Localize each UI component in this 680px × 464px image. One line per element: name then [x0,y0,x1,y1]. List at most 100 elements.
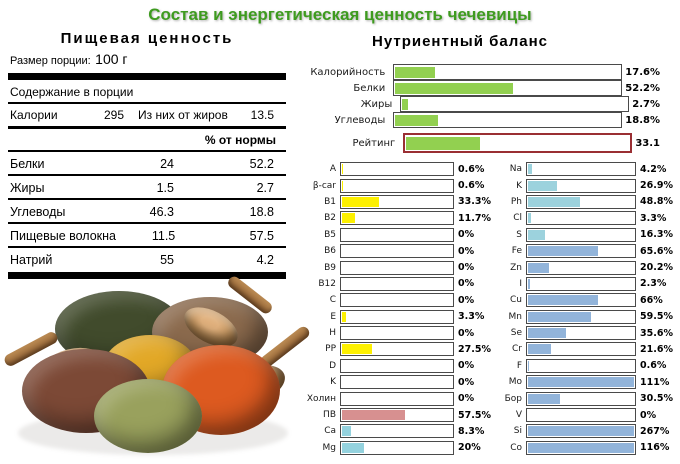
page-title: Состав и энергетическая ценность чечевиц… [148,5,532,24]
vitamins-chart: A 0.6% β-car 0.6% B1 33.3% B2 11.7% B5 0% B6 0% B9 0%… [292,161,491,456]
nutrient-amount: 24 [160,157,174,171]
bar-row-Cl: Cl 3.3% [478,210,673,226]
bar-value: 16.3% [640,229,673,241]
bar-fill [528,344,551,355]
minerals-chart: Na 4.2% K 26.9% Ph 48.8% Cl 3.3% S 16.3% Fe 65.6% Zn… [478,161,673,456]
bar-track [340,358,454,373]
bar-track [340,162,454,177]
bar-row-K: K 26.9% [478,177,673,193]
bar-row-B5: B5 0% [292,227,491,243]
green-lentils-pile [94,379,202,453]
bar-track [526,309,636,324]
bar-row-Mo: Mo 111% [478,374,673,390]
bar-value: 116% [640,442,670,454]
bar-value: 111% [640,376,670,388]
bar-value: 30.5% [640,393,673,405]
bar-row-Жиры: Жиры 2.7% [310,96,660,112]
bar-label: K [330,377,336,388]
bar-value: 35.6% [640,327,673,339]
nutrient-amount: 55 [160,253,174,267]
nutrient-amount: 46.3 [149,205,174,219]
macro-balance-chart: Калорийность 17.6% Белки 52.2% Жиры 2.7% Углев… [310,64,660,153]
bar-fill [528,213,532,224]
bar-label: C [329,295,336,306]
bar-fill [528,246,598,257]
nutrition-row: Пищевые волокна 11.5 57.5 [8,224,286,248]
content-per-serving-label: Содержание в порции [8,80,286,104]
bar-label: B12 [318,278,336,289]
bar-row-S: S 16.3% [478,227,673,243]
bar-fill [402,98,409,110]
calories-value: 295 [103,108,124,122]
bar-fill [342,442,364,453]
nutrient-balance-heading: Нутриентный баланс [372,33,548,50]
bar-track [526,375,636,390]
bar-value: 21.6% [640,343,673,355]
bar-row-V: V 0% [478,407,673,423]
bar-value: 59.5% [640,311,673,323]
bar-value: 267% [640,425,670,437]
bar-label: Cr [512,344,522,355]
bar-value: 20.2% [640,262,673,274]
bar-fill [342,180,343,191]
bar-track [340,276,454,291]
fat-calories-label: Из них от жиров [138,108,228,122]
bar-label: Ca [324,426,336,437]
bar-row-Калорийность: Калорийность 17.6% [310,64,660,80]
bar-row-β-car: β-car 0.6% [292,177,491,193]
bar-label: Mg [322,442,336,453]
bar-label: A [329,164,336,175]
bar-label: B9 [324,262,336,273]
bar-value: 26.9% [640,180,673,192]
bar-fill [528,295,598,306]
bar-value: 57.5% [458,409,491,421]
nutrient-percent: 2.7 [256,181,274,195]
calories-row: Калории 295 Из них от жиров 13.5 [8,104,286,129]
bar-label: PP [325,344,336,355]
bar-value: 0% [458,376,475,388]
bar-row-H: H 0% [292,325,491,341]
bar-row-Cu: Cu 66% [478,292,673,308]
bar-fill [528,262,550,273]
bar-row-Углеводы: Углеводы 18.8% [310,112,660,128]
bar-row-K: K 0% [292,374,491,390]
bar-row-Ca: Ca 8.3% [292,423,491,439]
nutrition-facts-heading: Пищевая ценность [60,30,234,47]
bar-label: Mn [508,311,522,322]
nutrient-percent: 57.5 [249,229,274,243]
bar-row-D: D 0% [292,358,491,374]
bar-track [526,391,636,406]
bar-fill [528,377,634,388]
bar-fill [528,360,529,371]
bar-value: 2.7% [632,98,660,110]
bar-label: Холин [306,393,336,404]
bar-row-B12: B12 0% [292,276,491,292]
bar-track [340,178,454,193]
bar-value: 3.3% [458,311,485,323]
nutrient-name: Углеводы [10,205,66,219]
bar-row-Cr: Cr 21.6% [478,341,673,357]
bar-row-Co: Co 116% [478,440,673,456]
bar-label: Жиры [360,98,393,110]
bar-track [340,309,454,324]
bar-track [403,133,633,153]
bar-track [526,162,636,177]
bar-value: 0% [640,409,657,421]
bar-row-B1: B1 33.3% [292,194,491,210]
bar-track [526,326,636,341]
bar-fill [342,344,373,355]
bar-fill [342,213,355,224]
bar-value: 2.3% [640,278,667,290]
bar-label: B1 [324,196,336,207]
fat-calories-value: 13.5 [250,108,274,122]
bar-track [340,391,454,406]
bar-label: H [329,328,336,339]
bar-fill [528,393,561,404]
serving-size-value: 100 г [95,51,128,67]
bar-value: 65.6% [640,245,673,257]
bar-fill [342,196,379,207]
bar-track [340,342,454,357]
bar-fill [528,426,634,437]
bar-fill [528,311,592,322]
bar-fill [528,278,531,289]
